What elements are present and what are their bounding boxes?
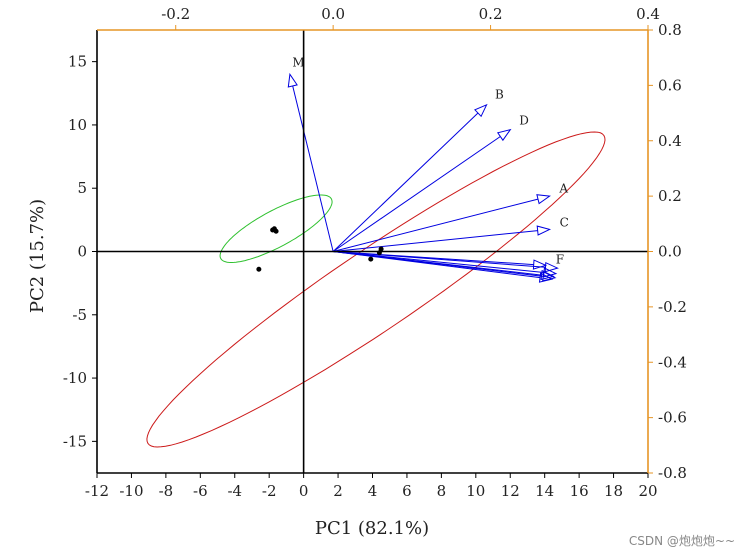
x-tick-label: -4: [227, 482, 242, 500]
right-tick-label: -0.8: [658, 464, 687, 482]
x-tick-label: -2: [262, 482, 277, 500]
loading-arrow-A: [333, 198, 539, 252]
right-tick-label: 0.0: [658, 243, 682, 261]
right-tick-label: 0.6: [658, 76, 682, 94]
x-tick-label: 0: [299, 482, 309, 500]
y-tick-label: -10: [63, 369, 87, 387]
right-tick-label: -0.6: [658, 409, 687, 427]
loading-arrow-M: [292, 85, 334, 252]
loading-label-B: B: [495, 88, 504, 102]
loading-arrow-v6: [333, 251, 546, 268]
y-axis-title: PC2 (15.7%): [27, 199, 48, 313]
x-tick-label: 8: [437, 482, 447, 500]
ellipse-group-1: [219, 194, 333, 263]
right-tick-label: -0.4: [658, 353, 687, 371]
right-tick-label: -0.2: [658, 298, 687, 316]
arrow-head-v10: [538, 272, 554, 283]
top-tick-label: 0.4: [636, 5, 660, 23]
x-tick-label: 2: [333, 482, 343, 500]
y-tick-label: 5: [77, 179, 87, 197]
watermark: CSDN @炮炮炮~~: [629, 534, 735, 548]
x-tick-label: 10: [466, 482, 485, 500]
arrow-head-A: [536, 194, 551, 205]
y-tick-label: 0: [77, 243, 87, 261]
right-tick-label: 0.8: [658, 21, 682, 39]
loading-label-D: D: [519, 113, 529, 127]
ellipse-group-2: [146, 131, 606, 448]
loading-arrows: M B D A C F: [287, 56, 569, 283]
x-tick-label: 6: [402, 482, 412, 500]
x-tick-label: 18: [604, 482, 623, 500]
arrow-head-F: [532, 259, 548, 270]
top-tick-label: 0.2: [479, 5, 503, 23]
y-tick-label: 15: [68, 53, 87, 71]
arrow-head-M: [287, 72, 298, 88]
loading-label-M: M: [292, 56, 304, 70]
arrow-head-v6: [544, 261, 559, 273]
x-tick-label: -6: [193, 482, 208, 500]
top-tick-label: -0.2: [161, 5, 190, 23]
score-point-7: [368, 256, 374, 262]
loading-label-F: F: [556, 253, 564, 267]
loading-arrow-B: [332, 112, 479, 252]
zero-lines: [97, 30, 648, 473]
y-tick-label: -15: [63, 432, 87, 450]
loading-arrow-D: [332, 136, 501, 252]
x-tick-label: 20: [638, 482, 657, 500]
loading-label-C: C: [560, 216, 569, 230]
x-tick-label: -8: [159, 482, 174, 500]
y-tick-label: 10: [68, 116, 87, 134]
x-tick-label: 12: [501, 482, 520, 500]
confidence-ellipses: [146, 131, 606, 448]
x-tick-label: -10: [119, 482, 143, 500]
x-tick-label: -12: [85, 482, 109, 500]
score-point-3: [273, 228, 279, 234]
x-tick-label: 4: [368, 482, 378, 500]
y-tick-label: -5: [72, 306, 87, 324]
x-axis-title: PC1 (82.1%): [315, 518, 429, 539]
arrow-head-D: [496, 128, 512, 142]
x-tick-label: 16: [570, 482, 589, 500]
axis-ticks: -12 -10 -8 -6 -4 -2 0 2 4 6 8 10 12 14 16 18 20 -15 -10 -5 0…: [63, 5, 687, 500]
top-tick-label: 0.0: [321, 5, 345, 23]
loading-label-A: A: [558, 182, 568, 196]
right-tick-label: 0.4: [658, 132, 682, 150]
x-tick-label: 14: [535, 482, 554, 500]
loading-arrow-v10: [333, 251, 541, 279]
score-point-5: [378, 246, 384, 252]
arrow-head-B: [474, 103, 488, 118]
arrow-head-C: [536, 225, 552, 236]
arrow-head-v9: [542, 271, 557, 282]
loading-arrow-C: [333, 230, 538, 252]
score-point-4: [256, 266, 262, 272]
right-tick-label: 0.2: [658, 187, 682, 205]
